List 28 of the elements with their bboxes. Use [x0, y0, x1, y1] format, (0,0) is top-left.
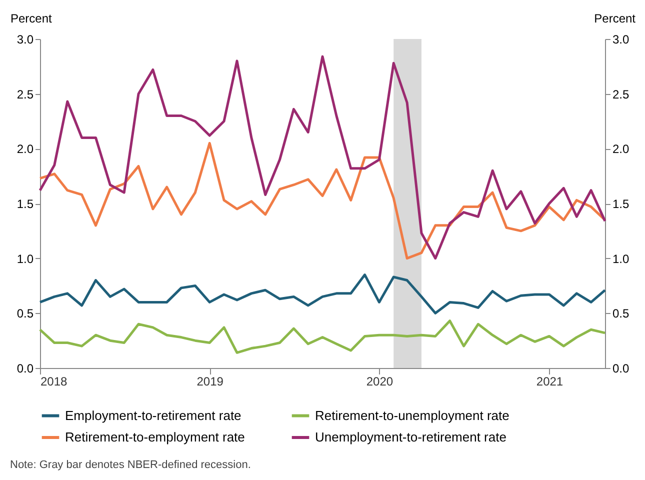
- text: Note: Gray bar denotes NBER-defined recession.: [10, 459, 251, 471]
- line-series: [38, 55, 606, 260]
- legend-label: Retirement-to-employment rate: [65, 430, 245, 444]
- line-series: [38, 320, 606, 354]
- y-tick-label: 3.0: [16, 32, 34, 46]
- y2-tick-label: 2.5: [612, 87, 630, 102]
- y-tick-label: 0.0: [16, 362, 34, 376]
- legend-label: Unemployment-to-retirement rate: [315, 430, 506, 444]
- y2-tick-label: 3.0: [612, 32, 630, 46]
- x-tick-label: 2021: [536, 374, 564, 388]
- y-tick-label: 1.5: [16, 197, 34, 211]
- x-tick-label: 2019: [196, 374, 224, 388]
- y2-tick-label: 2.0: [612, 142, 630, 156]
- y-tick-label: 2.5: [16, 87, 34, 102]
- y2-tick-label: 0.5: [612, 306, 630, 321]
- y-tick-label: 0.5: [16, 306, 34, 321]
- y-tick-label: 1.0: [16, 252, 34, 266]
- x-tick-label: 2018: [40, 374, 68, 388]
- y-axis-title: Percent: [10, 12, 53, 26]
- y2-axis-title: Percent: [594, 12, 636, 26]
- x-tick-label: 2020: [366, 374, 394, 388]
- y2-tick-label: 1.0: [612, 252, 630, 266]
- y-tick-label: 2.0: [16, 142, 34, 156]
- y2-tick-label: 0.0: [612, 362, 630, 376]
- legend-label: Retirement-to-unemployment rate: [315, 408, 510, 423]
- legend-label: Employment-to-retirement rate: [65, 408, 242, 423]
- y2-tick-label: 1.5: [612, 197, 630, 211]
- line-series: [38, 274, 606, 314]
